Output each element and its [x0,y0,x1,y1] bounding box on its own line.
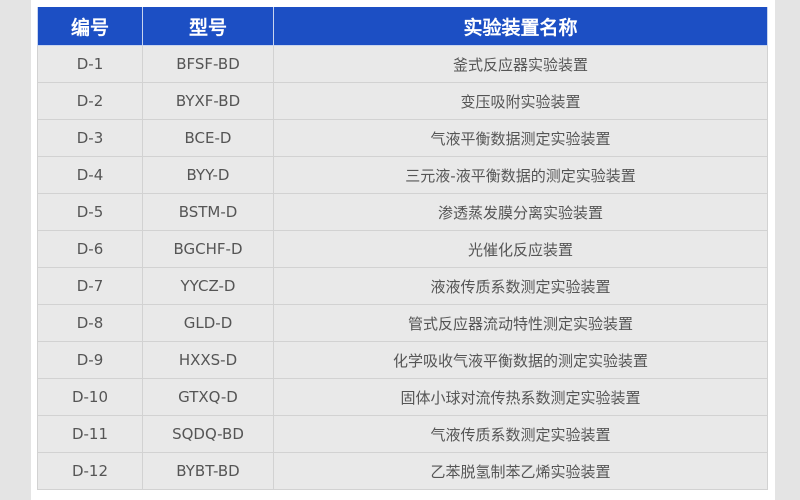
table-row: D-2 BYXF-BD 变压吸附实验装置 [37,82,768,120]
table-row: D-8 GLD-D 管式反应器流动特性测定实验装置 [37,304,768,342]
cell-device-name: 光催化反应装置 [273,230,768,268]
cell-number: D-2 [37,82,143,120]
cell-number: D-9 [37,341,143,379]
table-row: D-5 BSTM-D 渗透蒸发膜分离实验装置 [37,193,768,231]
cell-model: BYXF-BD [142,82,274,120]
cell-model: HXXS-D [142,341,274,379]
cell-number: D-11 [37,415,143,453]
cell-device-name: 管式反应器流动特性测定实验装置 [273,304,768,342]
cell-number: D-7 [37,267,143,305]
cell-device-name: 乙苯脱氢制苯乙烯实验装置 [273,452,768,490]
cell-number: D-12 [37,452,143,490]
table-row: D-4 BYY-D 三元液-液平衡数据的测定实验装置 [37,156,768,194]
cell-device-name: 变压吸附实验装置 [273,82,768,120]
cell-model: GLD-D [142,304,274,342]
table-row: D-3 BCE-D 气液平衡数据测定实验装置 [37,119,768,157]
header-model: 型号 [142,7,274,46]
cell-number: D-3 [37,119,143,157]
table-row: D-1 BFSF-BD 釜式反应器实验装置 [37,45,768,83]
cell-number: D-10 [37,378,143,416]
header-device-name: 实验装置名称 [273,7,768,46]
table-header-row: 编号 型号 实验装置名称 [37,7,768,46]
cell-number: D-5 [37,193,143,231]
cell-device-name: 气液传质系数测定实验装置 [273,415,768,453]
table-row: D-6 BGCHF-D 光催化反应装置 [37,230,768,268]
cell-number: D-6 [37,230,143,268]
table-row: D-7 YYCZ-D 液液传质系数测定实验装置 [37,267,768,305]
cell-device-name: 化学吸收气液平衡数据的测定实验装置 [273,341,768,379]
cell-model: BCE-D [142,119,274,157]
cell-device-name: 气液平衡数据测定实验装置 [273,119,768,157]
cell-model: YYCZ-D [142,267,274,305]
cell-device-name: 釜式反应器实验装置 [273,45,768,83]
cell-model: BSTM-D [142,193,274,231]
cell-device-name: 三元液-液平衡数据的测定实验装置 [273,156,768,194]
equipment-table: 编号 型号 实验装置名称 D-1 BFSF-BD 釜式反应器实验装置 D-2 BYXF-… [37,7,768,490]
cell-device-name: 固体小球对流传热系数测定实验装置 [273,378,768,416]
cell-model: BYBT-BD [142,452,274,490]
cell-model: SQDQ-BD [142,415,274,453]
cell-model: BGCHF-D [142,230,274,268]
table-row: D-10 GTXQ-D 固体小球对流传热系数测定实验装置 [37,378,768,416]
table-row: D-11 SQDQ-BD 气液传质系数测定实验装置 [37,415,768,453]
cell-model: BFSF-BD [142,45,274,83]
cell-model: BYY-D [142,156,274,194]
cell-device-name: 液液传质系数测定实验装置 [273,267,768,305]
table-row: D-12 BYBT-BD 乙苯脱氢制苯乙烯实验装置 [37,452,768,490]
cell-device-name: 渗透蒸发膜分离实验装置 [273,193,768,231]
table-row: D-9 HXXS-D 化学吸收气液平衡数据的测定实验装置 [37,341,768,379]
cell-number: D-4 [37,156,143,194]
cell-number: D-8 [37,304,143,342]
header-number: 编号 [37,7,143,46]
cell-model: GTXQ-D [142,378,274,416]
cell-number: D-1 [37,45,143,83]
